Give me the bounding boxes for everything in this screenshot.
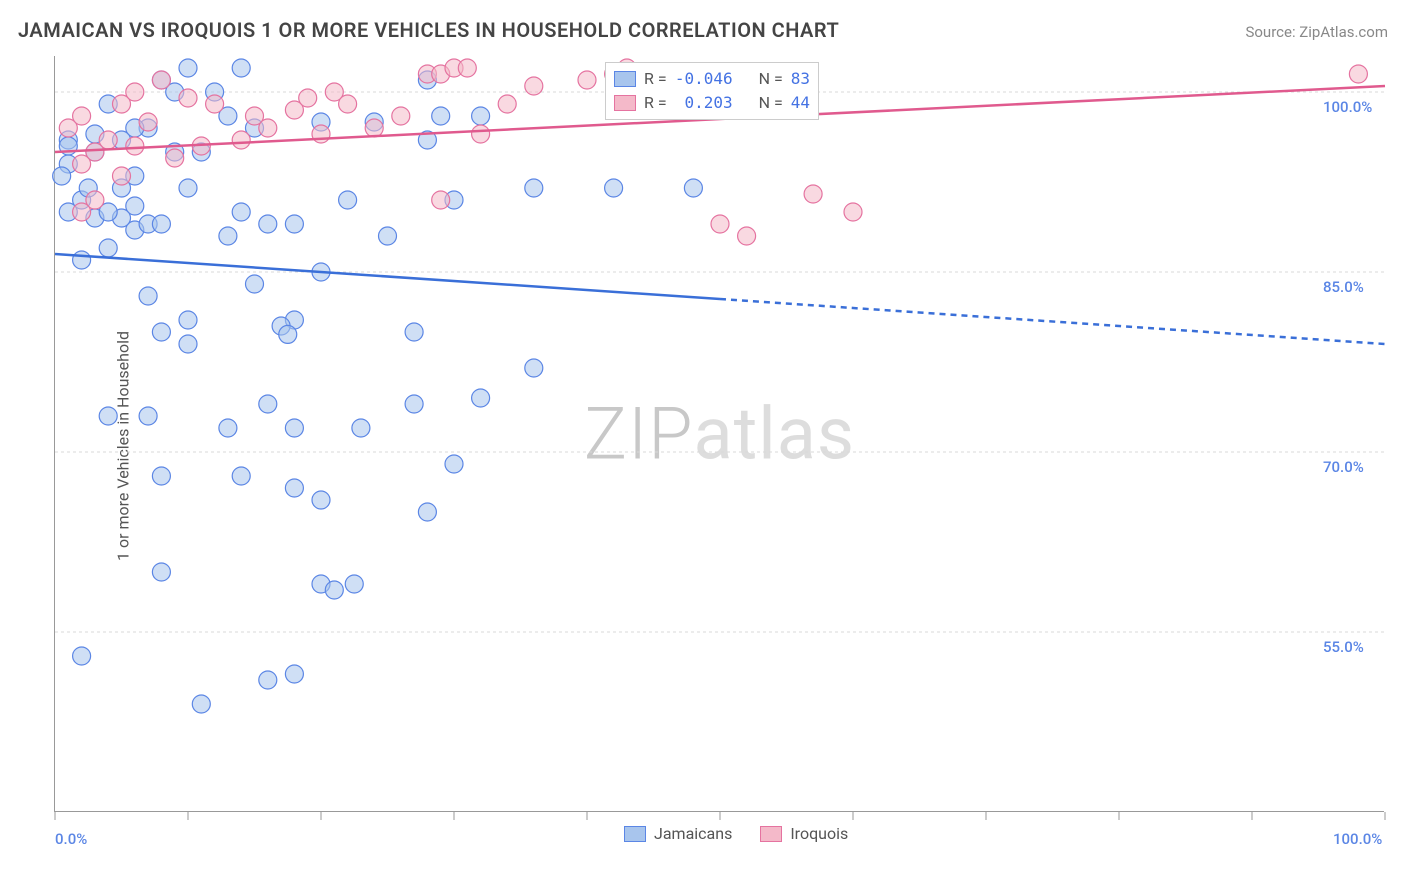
legend-label: Jamaicans [654, 824, 732, 843]
y-tick-label: 70.0% [1323, 458, 1364, 476]
x-tick-label: 0.0% [55, 830, 87, 848]
legend-swatch [760, 826, 782, 842]
stat-n-label: N = [759, 91, 783, 115]
chart-container: JAMAICAN VS IROQUOIS 1 OR MORE VEHICLES … [0, 0, 1406, 892]
legend-bottom: Jamaicans Iroquois [624, 824, 848, 843]
legend-item: Iroquois [760, 824, 848, 843]
y-tick-label: 85.0% [1323, 278, 1364, 296]
legend-swatch [624, 826, 646, 842]
plot-svg [55, 56, 1384, 811]
legend-item: Jamaicans [624, 824, 732, 843]
y-tick-label: 100.0% [1323, 98, 1372, 116]
stats-row: R = -0.046 N = 83 [614, 67, 810, 91]
stat-r-label: R = [644, 67, 667, 91]
y-tick-label: 55.0% [1323, 638, 1364, 656]
chart-source: Source: ZipAtlas.com [1245, 23, 1388, 41]
title-row: JAMAICAN VS IROQUOIS 1 OR MORE VEHICLES … [18, 18, 1388, 42]
stat-n-label: N = [759, 67, 783, 91]
x-tick-label: 100.0% [1333, 830, 1382, 848]
legend-swatch [614, 71, 636, 87]
legend-swatch [614, 95, 636, 111]
stat-r-value: -0.046 [675, 67, 733, 91]
stat-n-value: 44 [791, 91, 810, 115]
stat-r-label: R = [644, 91, 667, 115]
stats-box: R = -0.046 N = 83 R = 0.203 N = 44 [605, 62, 819, 120]
stat-n-value: 83 [791, 67, 810, 91]
stats-row: R = 0.203 N = 44 [614, 91, 810, 115]
stat-r-value: 0.203 [675, 91, 733, 115]
legend-label: Iroquois [790, 824, 848, 843]
chart-title: JAMAICAN VS IROQUOIS 1 OR MORE VEHICLES … [18, 18, 839, 42]
plot-area: ZIPatlas R =-0.046N =83R =0.203N =44 55.… [54, 56, 1384, 812]
